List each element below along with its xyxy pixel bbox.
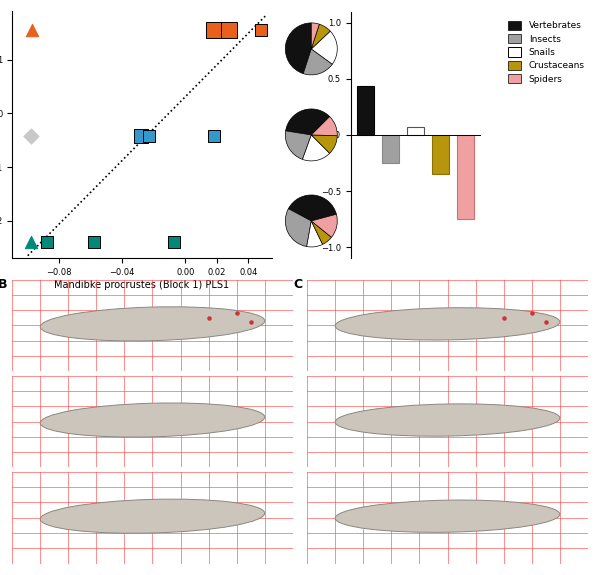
Bar [432,135,449,174]
Point [26,237,35,247]
Point [499,313,509,323]
Wedge shape [311,23,319,49]
Wedge shape [311,117,337,136]
Point [209,132,218,141]
Point [209,26,218,35]
Point [541,318,551,327]
Point [136,132,146,141]
Bar [357,86,374,135]
Legend: Vertebrates, Insects, Snails, Crustaceans, Spiders: Vertebrates, Insects, Snails, Crustacean… [506,19,586,85]
Wedge shape [289,195,337,221]
Wedge shape [311,24,330,49]
Ellipse shape [335,404,560,436]
Wedge shape [311,221,331,244]
Wedge shape [303,49,332,75]
Wedge shape [311,31,337,64]
Bar [407,127,424,135]
X-axis label: Mandibke procrustes (Block 1) PLS1: Mandibke procrustes (Block 1) PLS1 [55,280,229,290]
Bar [382,135,400,163]
Wedge shape [286,209,311,247]
Point [28,26,37,35]
Ellipse shape [40,307,265,341]
Point [42,237,52,247]
Ellipse shape [40,403,265,437]
Point [246,318,256,327]
Ellipse shape [335,500,560,532]
Wedge shape [302,135,329,161]
Point [26,132,35,141]
Wedge shape [286,131,311,159]
Point [204,313,214,323]
Ellipse shape [335,308,560,340]
Wedge shape [286,23,311,74]
Point [527,309,536,318]
Wedge shape [311,135,337,154]
Point [169,237,179,247]
Wedge shape [311,214,337,237]
Wedge shape [307,221,323,247]
Point [256,26,266,35]
Text: C: C [293,278,302,291]
Wedge shape [286,109,329,135]
Text: B: B [0,278,7,291]
Point [89,237,98,247]
Point [232,309,242,318]
Point [224,26,234,35]
Point [144,132,154,141]
Ellipse shape [40,499,265,533]
Bar [457,135,475,219]
